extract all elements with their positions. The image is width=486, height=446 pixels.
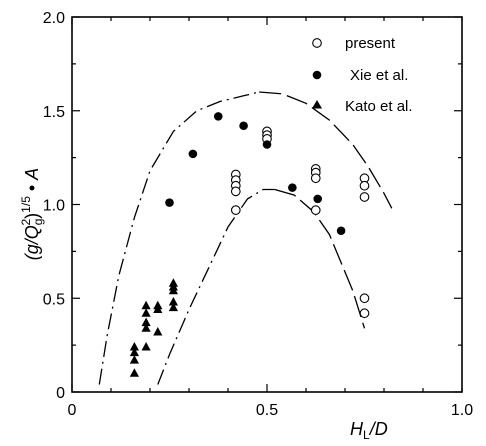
point-kato [129, 368, 139, 377]
envelope-curves [98, 91, 393, 385]
y-tick-label: 2.0 [43, 10, 65, 27]
legend-marker-xie [312, 70, 322, 80]
point-xie [313, 194, 323, 204]
legend-marker-present [312, 38, 322, 48]
point-kato [141, 300, 151, 310]
point-xie [262, 140, 272, 149]
point-xie [165, 198, 174, 207]
y-tick-label: 0 [56, 385, 65, 402]
legend-label-present: present [345, 35, 396, 52]
point-xie [336, 226, 346, 236]
point-kato [129, 347, 139, 357]
point-present [310, 173, 321, 184]
point-kato [141, 342, 151, 351]
y-axis-label-sub: g [31, 219, 45, 226]
envelope-curve [259, 91, 393, 209]
x-axis-label-tail: /D [368, 419, 388, 439]
point-kato [153, 327, 163, 336]
x-axis-label-subscript: L [363, 428, 370, 441]
point-xie [188, 149, 198, 159]
point-kato [129, 355, 139, 364]
point-kato [141, 317, 151, 327]
point-xie [213, 112, 223, 121]
y-tick-label: 0.5 [43, 291, 65, 308]
point-kato [168, 297, 178, 306]
y-axis-label-pre: (g/Q [22, 225, 42, 260]
legend-label-kato: Kato et al. [345, 98, 413, 115]
point-xie [239, 121, 248, 131]
legend: present Xie et al. Kato et al. [312, 35, 413, 115]
point-present [230, 205, 241, 215]
axis-tick-labels: 0 0.5 1.0 0 0.5 1.0 1.5 2.0 [43, 10, 473, 419]
y-axis-label-tail: A [22, 168, 42, 181]
y-tick-label: 1.5 [43, 104, 65, 121]
data-points [129, 112, 370, 377]
envelope-curve [98, 91, 260, 385]
x-tick-label: 1.0 [451, 402, 473, 419]
point-kato [129, 342, 139, 351]
x-axis-label: HL/D [350, 419, 388, 441]
point-xie [288, 183, 297, 192]
point-kato [153, 304, 163, 313]
y-axis-label-sup2: 1/5 [19, 196, 33, 213]
x-tick-label: 0.5 [256, 402, 278, 419]
legend-marker-kato [312, 100, 322, 109]
point-present [359, 293, 370, 304]
envelope-curve [274, 188, 366, 329]
point-kato [141, 323, 151, 332]
point-present [230, 186, 241, 197]
point-present [359, 308, 370, 319]
y-axis-label: (g/Qg2)1/5 • A [19, 168, 45, 260]
y-axis-label-mid: ) [22, 213, 42, 219]
y-tick-label: 1.0 [43, 198, 65, 215]
x-tick-label: 0 [68, 402, 77, 419]
x-axis-label-main: H [350, 419, 364, 439]
y-axis-label-dot: • [22, 180, 42, 196]
legend-label-xie: Xie et al. [350, 67, 408, 84]
envelope-curve [157, 188, 275, 385]
point-kato [141, 308, 151, 317]
axis-ticks [71, 16, 463, 393]
point-kato [168, 302, 178, 312]
point-kato [168, 285, 178, 295]
point-present [359, 180, 370, 191]
point-present [310, 205, 321, 215]
y-axis-label-sup: 2 [19, 219, 33, 226]
point-present [359, 192, 370, 202]
